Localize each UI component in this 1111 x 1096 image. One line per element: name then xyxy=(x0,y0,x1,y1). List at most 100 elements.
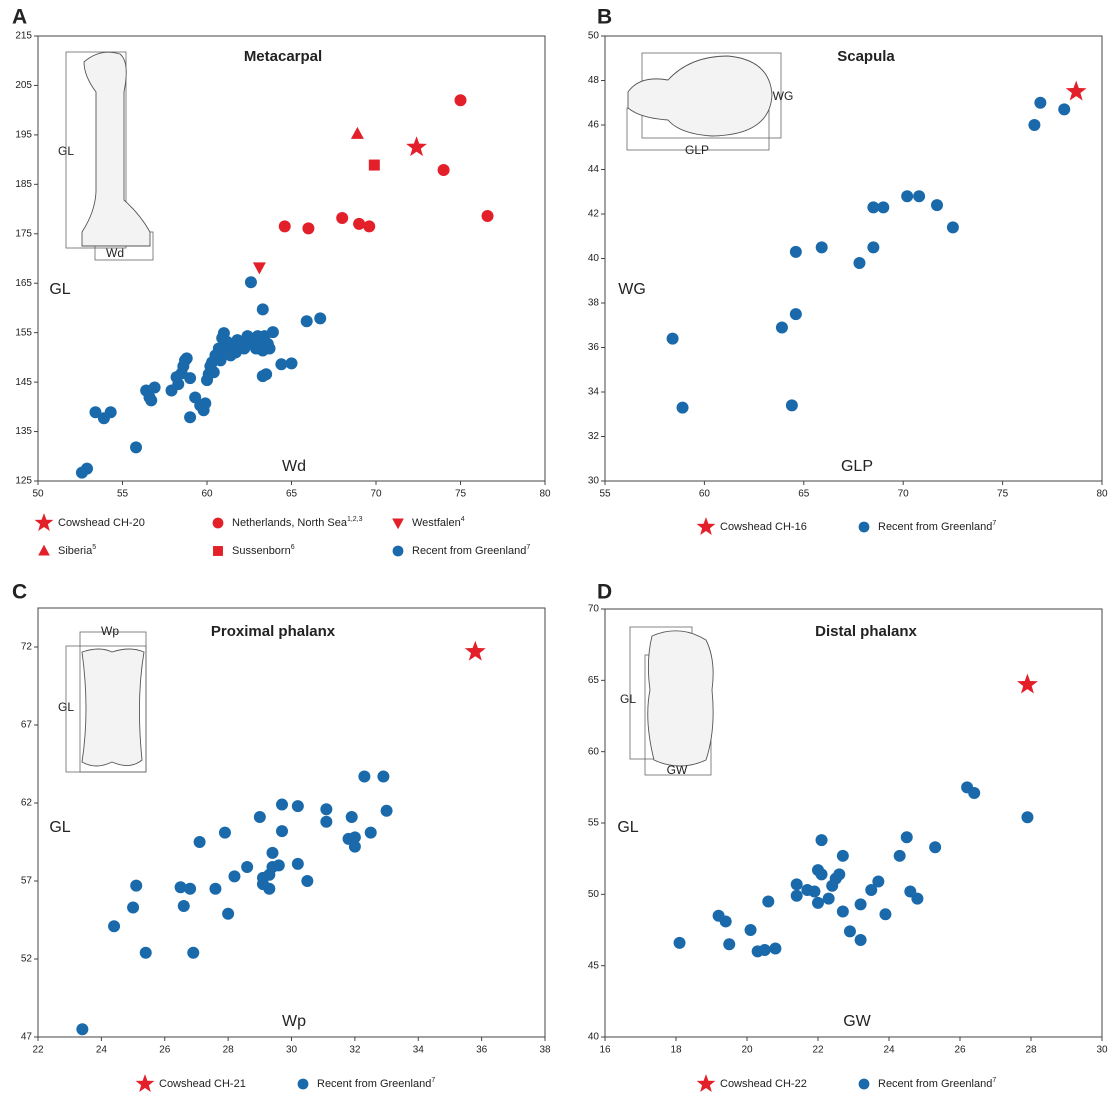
legend-name: Cowshead CH-22 xyxy=(720,1078,807,1090)
inset-label: GLP xyxy=(685,143,709,157)
x-tick-label: 28 xyxy=(1025,1045,1037,1056)
point xyxy=(345,811,358,824)
point xyxy=(464,640,486,661)
legend-label: Cowshead CH-20 xyxy=(58,517,145,529)
point xyxy=(822,892,835,905)
x-tick-label: 24 xyxy=(883,1045,895,1056)
point xyxy=(790,889,803,902)
point xyxy=(228,870,241,883)
point xyxy=(808,885,821,898)
point xyxy=(148,381,161,394)
inset-label: GL xyxy=(58,144,74,158)
point xyxy=(368,159,380,171)
legend-marker xyxy=(392,518,404,530)
point xyxy=(968,787,981,800)
y-tick-label: 205 xyxy=(15,80,32,91)
x-axis-label: GLP xyxy=(841,458,873,475)
y-tick-label: 145 xyxy=(15,377,32,388)
point xyxy=(291,857,304,870)
point xyxy=(358,770,371,783)
x-tick-label: 80 xyxy=(1096,489,1108,500)
point xyxy=(180,352,193,365)
x-tick-label: 55 xyxy=(117,489,129,500)
point xyxy=(758,943,771,956)
legend-ref: 7 xyxy=(992,1077,996,1084)
legend-marker xyxy=(213,546,223,556)
point xyxy=(872,875,885,888)
legend-label: Cowshead CH-21 xyxy=(159,1078,246,1090)
point xyxy=(320,815,333,828)
point xyxy=(723,938,736,951)
point xyxy=(380,804,393,817)
legend-marker xyxy=(135,1074,155,1092)
point xyxy=(900,831,913,844)
point xyxy=(241,860,254,873)
x-tick-label: 60 xyxy=(699,489,711,500)
point xyxy=(300,315,313,328)
point xyxy=(177,899,190,912)
point xyxy=(867,241,880,254)
point xyxy=(336,211,349,224)
legend-marker xyxy=(212,517,224,529)
point xyxy=(666,332,679,345)
x-tick-label: 22 xyxy=(812,1045,824,1056)
y-tick-label: 30 xyxy=(588,476,600,487)
point xyxy=(256,303,269,316)
y-tick-label: 165 xyxy=(15,278,32,289)
point xyxy=(263,882,276,895)
point xyxy=(145,394,158,407)
y-tick-label: 48 xyxy=(588,75,600,86)
y-tick-label: 47 xyxy=(21,1032,33,1043)
y-tick-label: 38 xyxy=(588,298,600,309)
y-tick-label: 50 xyxy=(588,889,600,900)
point xyxy=(89,406,102,419)
inset-label: Wp xyxy=(101,624,119,638)
y-axis-label: GL xyxy=(49,281,70,298)
y-tick-label: 44 xyxy=(588,164,600,175)
legend-name: Recent from Greenland xyxy=(412,545,526,557)
point xyxy=(946,221,959,234)
point xyxy=(187,946,200,959)
point xyxy=(350,126,364,139)
x-tick-label: 18 xyxy=(670,1045,682,1056)
point xyxy=(877,201,890,214)
panel-letter: A xyxy=(12,6,27,29)
point xyxy=(1017,673,1038,694)
y-tick-label: 175 xyxy=(15,228,32,239)
point xyxy=(348,831,361,844)
legend-label: Recent from Greenland7 xyxy=(412,544,530,557)
point xyxy=(673,936,686,949)
point xyxy=(901,190,914,203)
legend-name: Westfalen xyxy=(412,517,461,529)
legend-label: Cowshead CH-22 xyxy=(720,1078,807,1090)
legend-ref: 1,2,3 xyxy=(347,516,363,523)
point xyxy=(291,800,304,813)
legend-name: Recent from Greenland xyxy=(878,1078,992,1090)
point xyxy=(836,905,849,918)
point xyxy=(1065,80,1087,101)
point xyxy=(437,163,450,176)
point xyxy=(207,366,220,379)
point xyxy=(172,378,185,391)
x-tick-label: 65 xyxy=(798,489,810,500)
point xyxy=(266,326,279,339)
x-tick-label: 80 xyxy=(539,489,551,500)
y-tick-label: 60 xyxy=(588,746,600,757)
point xyxy=(130,441,143,454)
x-tick-label: 34 xyxy=(413,1045,425,1056)
point xyxy=(184,411,197,424)
point xyxy=(253,811,266,824)
point xyxy=(911,892,924,905)
point xyxy=(244,276,257,289)
inset-label: Wd xyxy=(106,246,124,260)
point xyxy=(364,826,377,839)
legend-ref: 7 xyxy=(431,1077,435,1084)
y-tick-label: 52 xyxy=(21,954,33,965)
x-tick-label: 30 xyxy=(1096,1045,1108,1056)
x-tick-label: 26 xyxy=(159,1045,171,1056)
point xyxy=(812,896,824,909)
y-tick-label: 45 xyxy=(588,960,600,971)
point xyxy=(719,915,732,928)
y-tick-label: 40 xyxy=(588,1032,600,1043)
